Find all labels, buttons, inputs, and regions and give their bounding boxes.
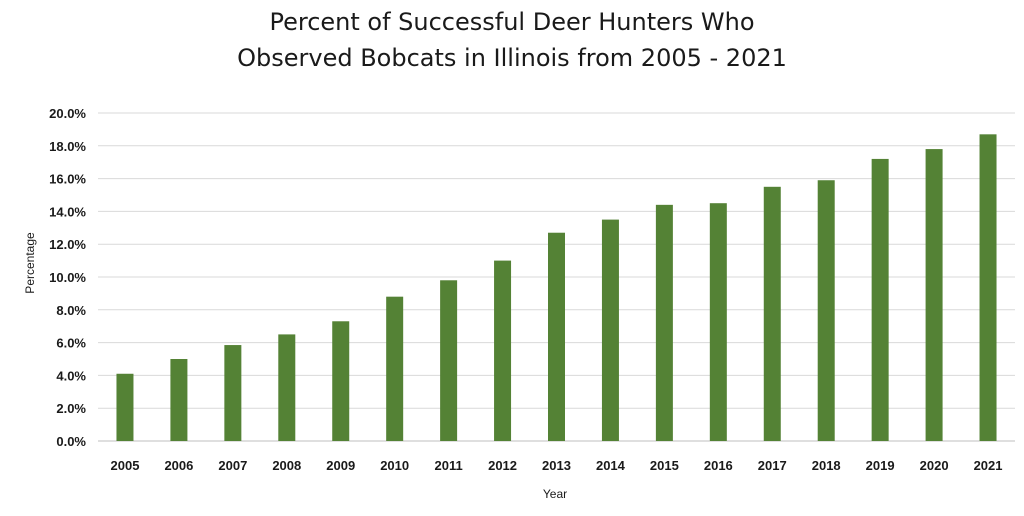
x-tick-label-2013: 2013 — [542, 458, 571, 473]
bar-2018 — [817, 180, 835, 442]
bar-2019 — [871, 158, 889, 442]
bar-2013 — [548, 232, 565, 441]
bar-2020 — [925, 149, 943, 441]
chart-title-line-1: Percent of Successful Deer Hunters Who — [269, 8, 755, 36]
y-axis-label: Percentage — [23, 232, 37, 294]
x-tick-label-2012: 2012 — [488, 458, 517, 473]
x-tick-label-2021: 2021 — [974, 458, 1003, 473]
y-tick-label: 6.0% — [56, 336, 86, 351]
x-tick-label-2009: 2009 — [326, 458, 355, 473]
x-tick-label-2007: 2007 — [218, 458, 247, 473]
x-tick-label-2006: 2006 — [164, 458, 193, 473]
x-axis-label: Year — [543, 487, 567, 501]
y-tick-label: 12.0% — [49, 237, 86, 252]
y-tick-label: 4.0% — [56, 368, 86, 383]
x-tick-label-2017: 2017 — [758, 458, 787, 473]
bar-2006 — [170, 359, 188, 441]
bar-2008 — [278, 334, 296, 441]
bar-2014 — [601, 219, 619, 441]
y-tick-label: 20.0% — [49, 106, 86, 121]
bar-2012 — [494, 260, 512, 441]
y-tick-label: 0.0% — [56, 434, 86, 449]
chart-title-line-2: Observed Bobcats in Illinois from 2005 -… — [237, 44, 787, 72]
bar-2016 — [709, 203, 727, 441]
bar-2021 — [979, 134, 997, 441]
x-tick-label-2008: 2008 — [272, 458, 301, 473]
x-tick-label-2005: 2005 — [111, 458, 140, 473]
y-tick-label: 14.0% — [49, 204, 86, 219]
y-tick-label: 16.0% — [49, 172, 86, 187]
x-tick-label-2019: 2019 — [866, 458, 895, 473]
x-tick-label-2014: 2014 — [596, 458, 626, 473]
x-tick-label-2011: 2011 — [435, 458, 463, 473]
bar-2010 — [386, 296, 404, 441]
bar-2011 — [440, 280, 458, 441]
bar-2007 — [224, 345, 242, 441]
y-tick-label: 18.0% — [49, 139, 86, 154]
bar-2005 — [116, 373, 134, 441]
x-tick-label-2010: 2010 — [380, 458, 409, 473]
bar-2017 — [763, 186, 781, 441]
bar-2009 — [332, 321, 350, 441]
x-tick-label-2018: 2018 — [812, 458, 841, 473]
y-tick-label: 8.0% — [56, 303, 86, 318]
bar-2015 — [655, 204, 673, 441]
x-tick-label-2016: 2016 — [704, 458, 733, 473]
x-tick-label-2015: 2015 — [650, 458, 679, 473]
y-tick-label: 2.0% — [56, 401, 86, 416]
y-tick-label: 10.0% — [49, 270, 86, 285]
x-tick-label-2020: 2020 — [920, 458, 949, 473]
